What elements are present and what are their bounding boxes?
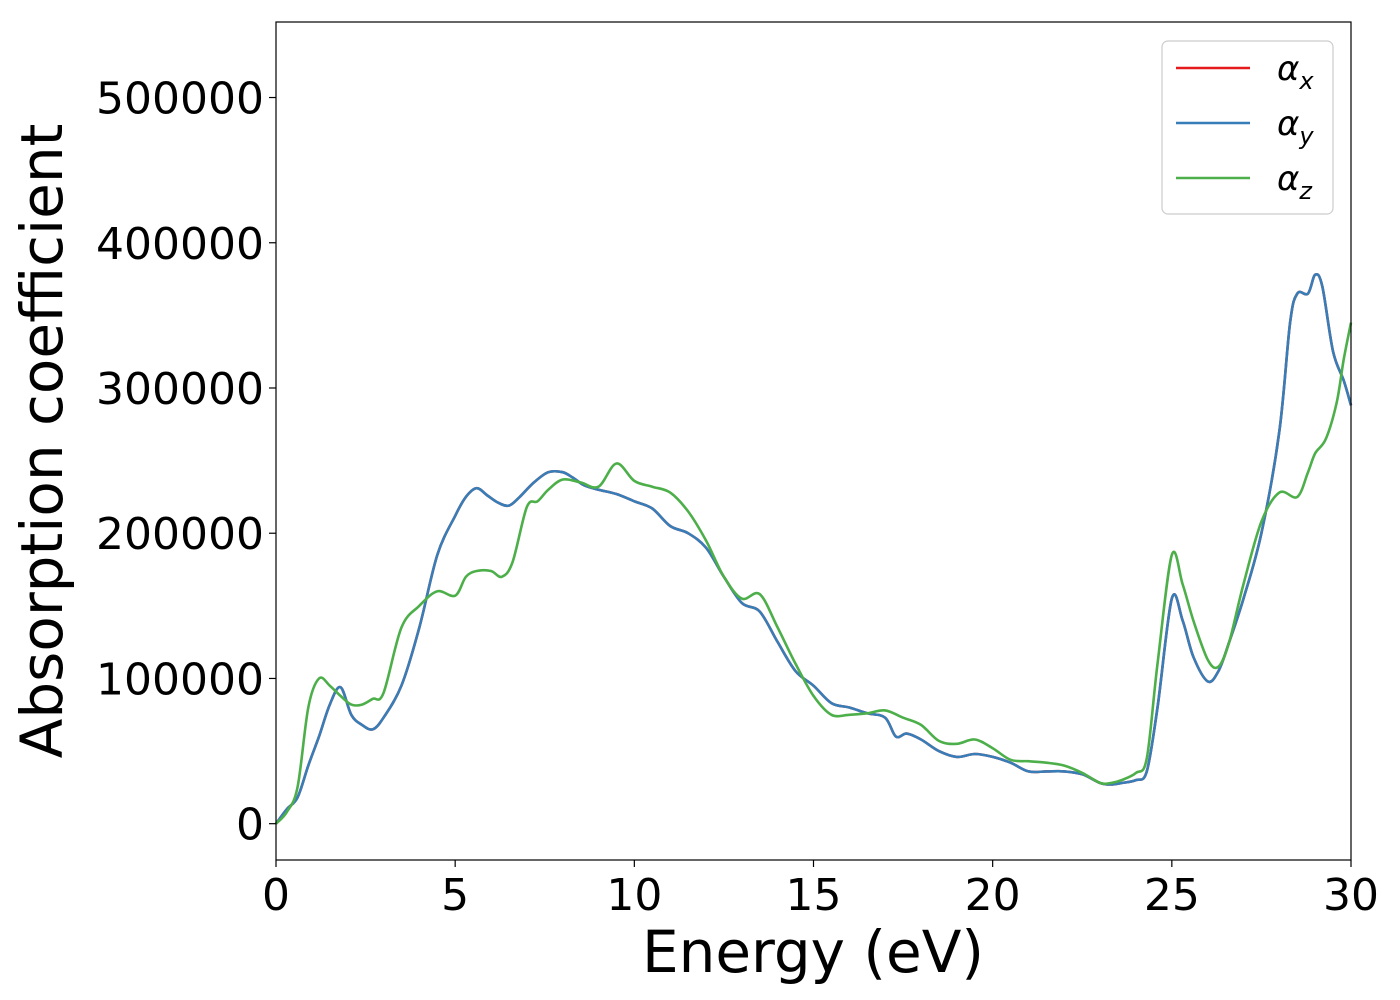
y-tick-label: 100000 <box>96 654 264 705</box>
x-tick-label: 25 <box>1144 870 1200 921</box>
y-tick-label: 500000 <box>96 74 264 125</box>
y-tick-label: 400000 <box>96 219 264 270</box>
x-tick-label: 5 <box>441 870 469 921</box>
legend-box <box>1161 40 1334 215</box>
y-tick-label: 300000 <box>96 364 264 415</box>
x-tick-label: 0 <box>262 870 290 921</box>
x-tick-label: 20 <box>965 870 1021 921</box>
y-axis: 0 100000 200000 300000 400000 500000 <box>96 74 276 851</box>
series-line-y <box>274 272 1353 825</box>
legend-label-x: αx <box>1277 49 1314 95</box>
x-tick-label: 15 <box>786 870 842 921</box>
x-tick-label: 30 <box>1323 870 1379 921</box>
legend-label-z: αz <box>1277 159 1313 205</box>
y-axis-title: Absorption coefficient <box>8 124 76 759</box>
x-tick-label: 10 <box>606 870 662 921</box>
x-axis-title: Energy (eV) <box>642 918 984 986</box>
y-tick-label: 200000 <box>96 509 264 560</box>
legend-label-y: αy <box>1277 104 1314 150</box>
y-tick-label: 0 <box>236 800 264 851</box>
legend: αx αy αz <box>1161 40 1334 215</box>
series-layer <box>274 272 1353 825</box>
series-line-z <box>275 322 1353 825</box>
x-axis: 0 5 10 15 20 25 30 <box>262 860 1379 921</box>
